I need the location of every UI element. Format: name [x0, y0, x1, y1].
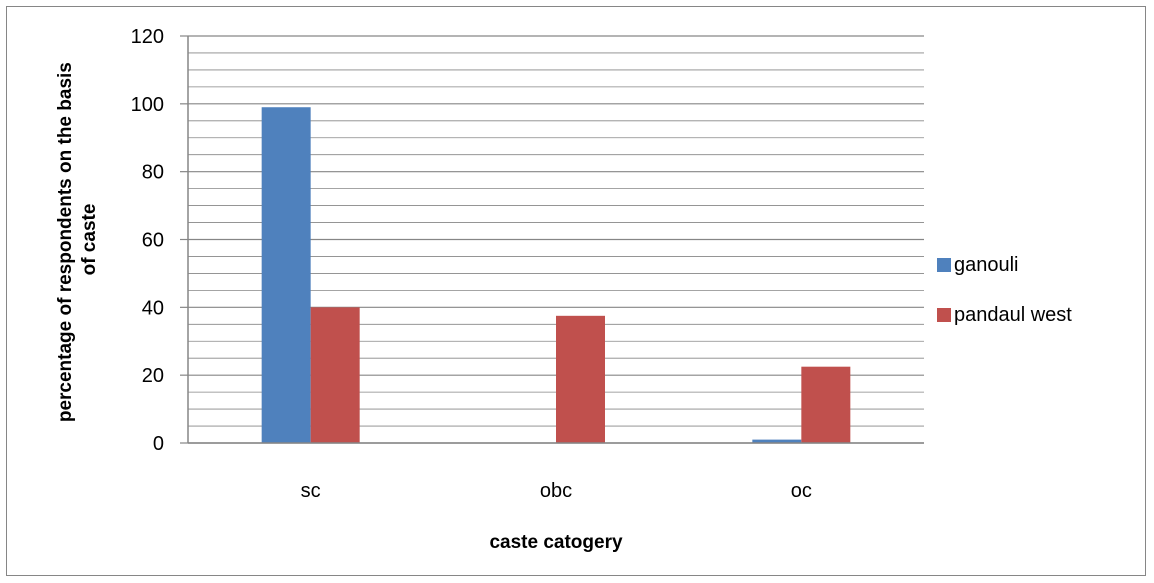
legend-swatch	[937, 258, 951, 272]
bars	[261, 107, 851, 443]
x-tick-label: oc	[791, 480, 812, 502]
y-tick-label: 80	[142, 162, 164, 184]
bar-ganouli-sc	[261, 107, 311, 443]
y-axis-title: percentage of respondents on the basis o…	[55, 57, 100, 422]
y-tick-label: 120	[131, 26, 164, 48]
x-tick-label: obc	[540, 480, 572, 502]
x-axis-title: caste catogery	[489, 532, 623, 553]
legend-swatch	[937, 308, 951, 322]
legend-label: pandaul west	[954, 304, 1072, 326]
bar-ganouli-oc	[752, 439, 802, 443]
y-tick-label: 0	[153, 433, 164, 455]
chart-frame	[6, 6, 1146, 576]
x-tick-labels: sc obc oc	[301, 480, 812, 502]
bar-pandaul-west-sc	[310, 307, 360, 443]
y-tick-label: 20	[142, 365, 164, 387]
y-tick-labels: 0 20 40 60 80 100 120	[131, 26, 188, 455]
bar-pandaul-west-obc	[556, 315, 605, 443]
y-axis-title-line-1: percentage of respondents on the basis	[55, 62, 76, 422]
legend: ganouli pandaul west	[937, 254, 1072, 326]
bar-pandaul-west-oc	[801, 366, 851, 443]
y-tick-label: 60	[142, 230, 164, 252]
y-axis-title-line-2: of caste	[79, 204, 100, 276]
legend-label: ganouli	[954, 254, 1019, 276]
y-tick-label: 40	[142, 297, 164, 319]
y-tick-label: 100	[131, 94, 164, 116]
x-tick-label: sc	[301, 480, 321, 502]
